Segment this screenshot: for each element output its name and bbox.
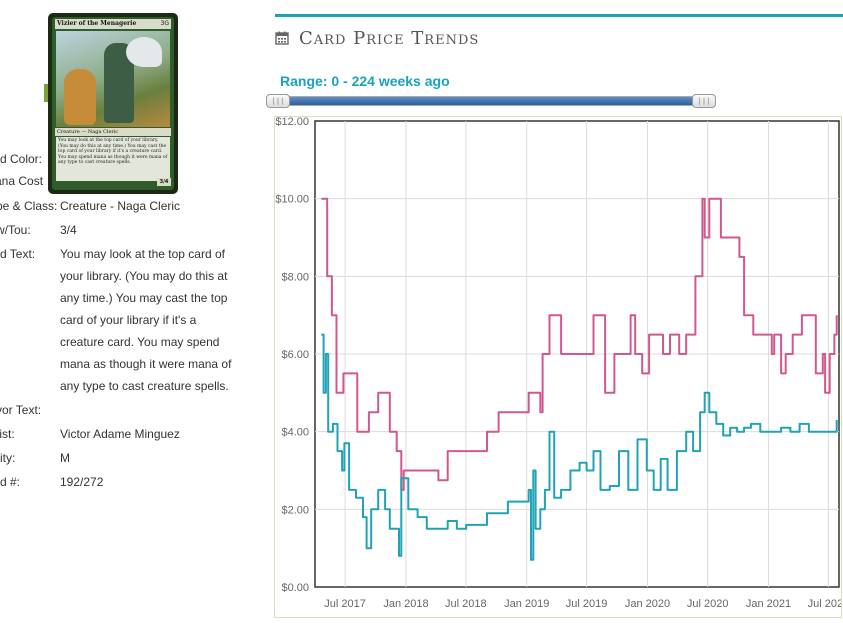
detail-label: rd Text: (0, 247, 36, 261)
y-tick-label: $0.00 (281, 582, 309, 594)
range-slider[interactable]: ||| ||| (266, 94, 716, 108)
series-line-foil (321, 197, 838, 491)
card-art (56, 31, 170, 127)
card-image[interactable]: Vizier of the Menagerie 3G Creature — Na… (48, 13, 178, 194)
x-tick-label: Jul 2019 (566, 598, 608, 610)
series-line-normal (321, 333, 838, 561)
x-tick-label: Jan 2020 (625, 598, 670, 610)
detail-label: pe & Class: (0, 199, 58, 213)
calendar-icon (275, 31, 289, 45)
card-rules-text: You may look at the top card of your lib… (56, 137, 170, 181)
card-power-toughness: 3/4 (157, 178, 171, 186)
detail-value: You may look at the top card of your lib… (60, 247, 232, 393)
range-label: Range: 0 - 224 weeks ago (280, 73, 450, 89)
x-tick-label: Jan 2021 (746, 598, 791, 610)
card-art-wing (126, 37, 162, 67)
x-tick-label: Jan 2018 (383, 598, 428, 610)
slider-range-fill (278, 97, 704, 105)
card-art-lion (64, 69, 96, 125)
x-tick-label: Jan 2019 (504, 598, 549, 610)
section-title: Card Price Trends (299, 27, 480, 49)
x-tick-label: Jul 2018 (445, 598, 487, 610)
detail-label: ana Cost (0, 174, 44, 188)
price-chart[interactable]: $0.00 $2.00 $4.00 $6.00 $8.00 $10.00 $12.00 Jul… (274, 116, 842, 618)
y-tick-label: $8.00 (281, 271, 309, 283)
detail-label: rd Color: (0, 152, 43, 166)
y-tick-label: $12.00 (275, 117, 309, 128)
detail-value: Victor Adame Minguez (60, 427, 180, 441)
x-tick-label: Jul 2020 (687, 598, 729, 610)
slider-handle-left[interactable]: ||| (266, 94, 290, 108)
section-header: Card Price Trends (275, 26, 479, 50)
x-tick-label: Jul 2021 (808, 598, 841, 610)
detail-label: rd #: (0, 475, 21, 489)
card-color-tab (44, 84, 48, 102)
detail-value: 3/4 (60, 223, 77, 237)
detail-label: rity: (0, 451, 16, 465)
y-tick-label: $10.00 (275, 194, 309, 206)
y-tick-label: $6.00 (281, 349, 309, 361)
y-tick-label: $4.00 (281, 427, 309, 439)
price-chart-svg: $0.00 $2.00 $4.00 $6.00 $8.00 $10.00 $12.00 Jul… (275, 117, 841, 610)
card-name: Vizier of the Menagerie (55, 19, 171, 29)
card-mana-cost: 3G (160, 20, 169, 27)
y-tick-label: $2.00 (281, 504, 309, 516)
detail-label: vor Text: (0, 403, 42, 417)
detail-value: Creature - Naga Cleric (60, 199, 181, 213)
card-type-line: Creature — Naga Cleric (55, 128, 171, 136)
detail-value: M (60, 451, 70, 465)
detail-value: 192/272 (60, 475, 104, 489)
x-tick-label: Jul 2017 (324, 598, 366, 610)
section-divider (275, 14, 843, 17)
detail-label: w/Tou: (0, 223, 31, 237)
detail-label: tist: (0, 427, 15, 441)
slider-handle-right[interactable]: ||| (692, 94, 716, 108)
